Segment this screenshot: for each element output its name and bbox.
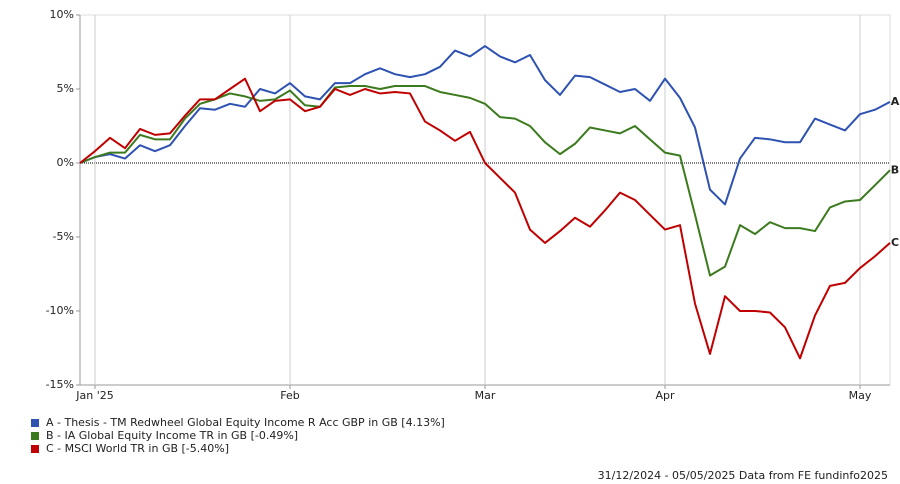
y-tick-label: 0% bbox=[57, 156, 74, 169]
x-tick-label: May bbox=[849, 389, 872, 402]
end-label: C bbox=[891, 236, 899, 249]
legend-label: A - Thesis - TM Redwheel Global Equity I… bbox=[46, 416, 445, 429]
x-tick-label: Mar bbox=[475, 389, 496, 402]
y-tick-label: 10% bbox=[50, 8, 74, 21]
legend-label: C - MSCI World TR in GB [-5.40%] bbox=[46, 442, 229, 455]
y-tick-label: -10% bbox=[46, 304, 74, 317]
series-line bbox=[79, 77, 891, 360]
series-line bbox=[79, 45, 891, 206]
legend-swatch bbox=[31, 445, 39, 453]
x-tick-label: Jan '25 bbox=[75, 389, 113, 402]
end-label: A bbox=[891, 95, 900, 108]
legend-swatch bbox=[31, 432, 39, 440]
y-tick-label: -5% bbox=[53, 230, 74, 243]
y-tick-label: 5% bbox=[57, 82, 74, 95]
legend-label: B - IA Global Equity Income TR in GB [-0… bbox=[46, 429, 298, 442]
y-tick-label: -15% bbox=[46, 378, 74, 391]
end-label: B bbox=[891, 163, 899, 176]
footer: 31/12/2024 - 05/05/2025 Data from FE fun… bbox=[598, 469, 888, 482]
x-tick-label: Apr bbox=[655, 389, 675, 402]
x-tick-label: Feb bbox=[280, 389, 299, 402]
legend-swatch bbox=[31, 419, 39, 427]
